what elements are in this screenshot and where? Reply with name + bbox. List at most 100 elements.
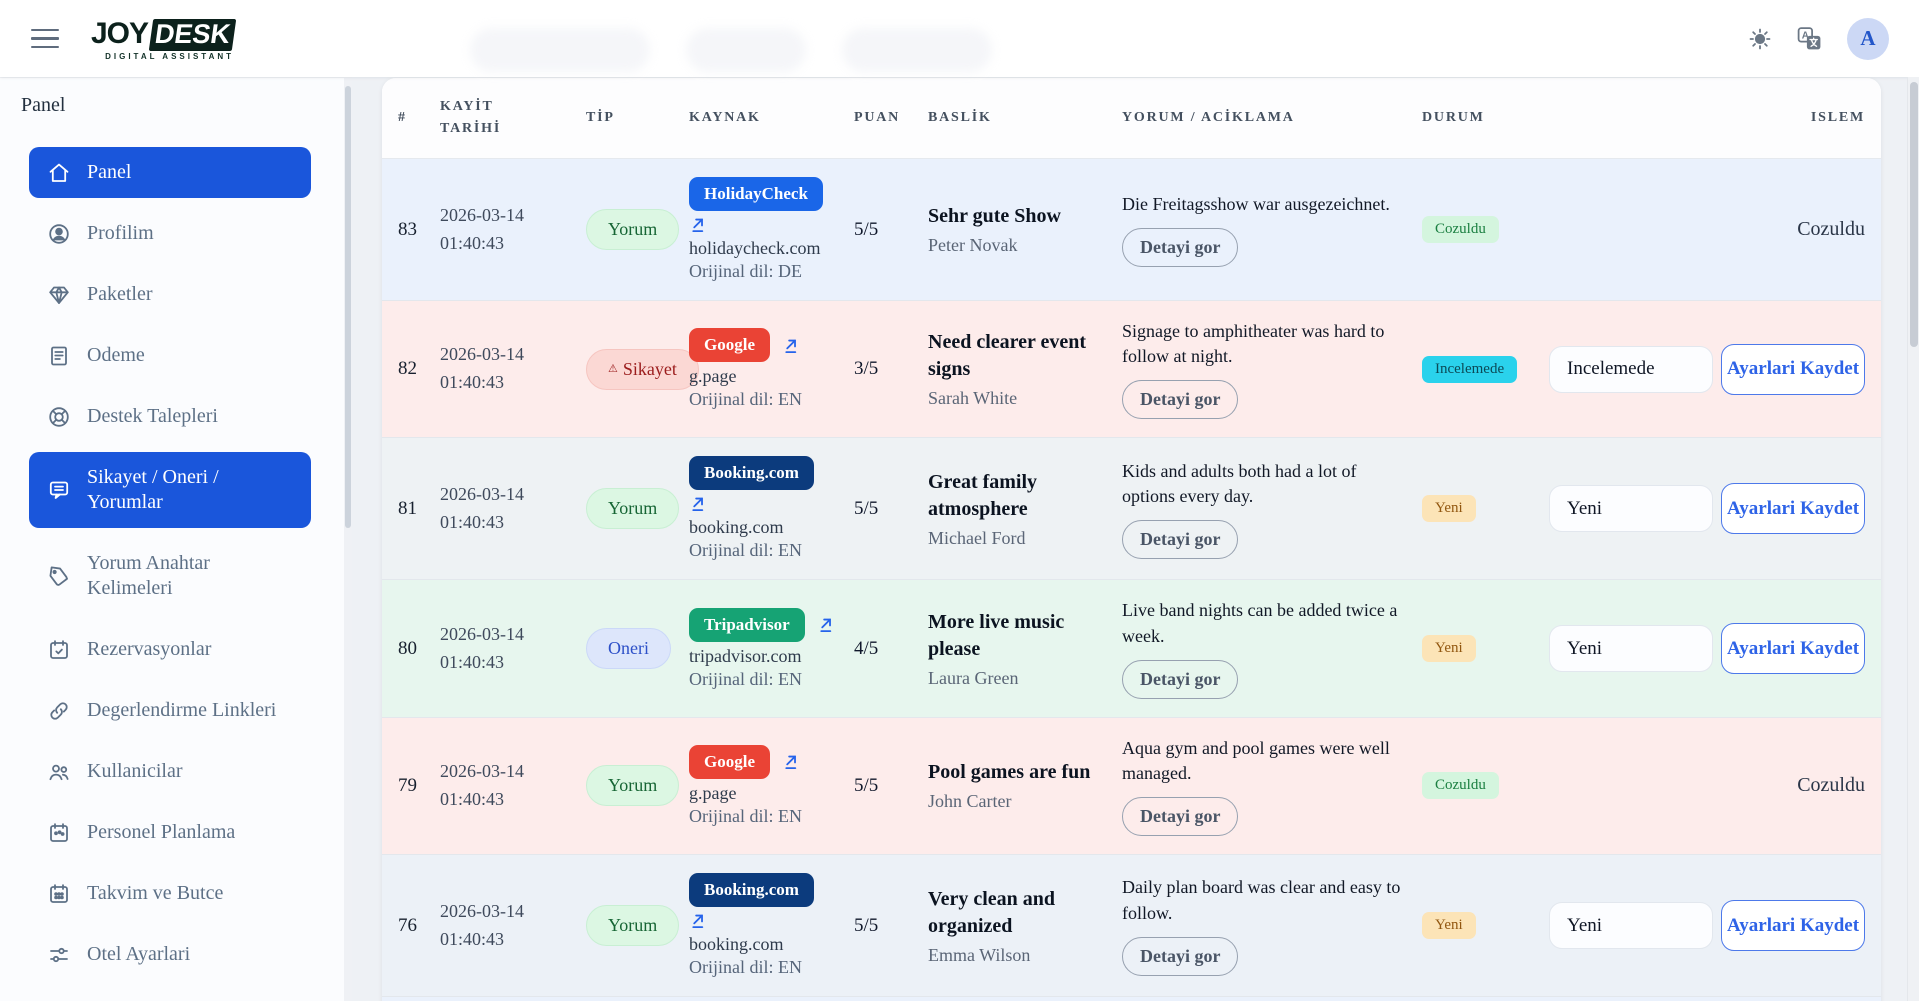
- source-badge: Booking.com: [689, 456, 814, 491]
- calendar-event-icon: [47, 821, 71, 845]
- translate-icon[interactable]: A: [1796, 25, 1823, 52]
- save-settings-button[interactable]: Ayarlari Kaydet: [1721, 623, 1865, 675]
- sidebar-item-otel-ayarlari[interactable]: Otel Ayarlari: [29, 929, 311, 980]
- save-settings-button[interactable]: Ayarlari Kaydet: [1721, 343, 1865, 395]
- type-label: Oneri: [608, 638, 649, 659]
- external-link-icon[interactable]: [817, 615, 836, 634]
- type-label: Yorum: [608, 775, 658, 796]
- status-select[interactable]: Incelemede: [1549, 345, 1713, 393]
- reviews-card: # KAYİT TARİHİ TİP KAYNAK PUAN BASLİK YO…: [382, 78, 1881, 1001]
- row-date: 2026-03-14 01:40:43: [440, 341, 586, 397]
- source-language: Orijinal dil: DE: [689, 261, 802, 281]
- score: 5/5: [854, 774, 879, 796]
- row-date-time: 01:40:43: [440, 232, 505, 253]
- sidebar-item-panel[interactable]: Panel: [29, 147, 311, 198]
- review-author: John Carter: [928, 791, 1012, 812]
- avatar[interactable]: A: [1847, 17, 1889, 60]
- table-row: 79 2026-03-14 01:40:43 Yorum Google g.pa…: [382, 717, 1881, 856]
- review-author: Peter Novak: [928, 235, 1018, 255]
- sidebar-item-degerlendirme-linkleri[interactable]: Degerlendirme Linkleri: [29, 685, 311, 736]
- table-row: 80 2026-03-14 01:40:43 Oneri Tripadvisor…: [382, 580, 1881, 718]
- source-domain: holidaycheck.com: [689, 238, 821, 258]
- status-select[interactable]: Yeni: [1549, 485, 1713, 533]
- action-cell: Incelemede Ayarlari Kaydet: [1543, 343, 1865, 395]
- detail-button[interactable]: Detayi gor: [1122, 228, 1239, 268]
- detail-button[interactable]: Detayi gor: [1122, 936, 1239, 976]
- type-badge: Yorum: [586, 209, 680, 250]
- source-badge: Google: [689, 328, 770, 363]
- external-link-icon[interactable]: [689, 911, 708, 930]
- col-header-id: #: [398, 110, 407, 126]
- page-scrollbar-thumb[interactable]: [1910, 82, 1918, 347]
- status-badge: Yeni: [1422, 635, 1476, 663]
- action-status-text: Cozuldu: [1797, 774, 1865, 797]
- external-link-icon[interactable]: [782, 336, 801, 355]
- detail-button[interactable]: Detayi gor: [1122, 659, 1239, 699]
- sidebar-item-personel-planlama[interactable]: Personel Planlama: [29, 807, 311, 858]
- type-badge: Yorum: [586, 905, 680, 947]
- row-date-time: 01:40:43: [440, 788, 505, 809]
- source-language: Orijinal dil: EN: [689, 389, 802, 410]
- review-author: Sarah White: [928, 388, 1018, 409]
- gem-icon: [47, 283, 71, 307]
- external-link-icon[interactable]: [689, 215, 708, 234]
- source-domain: booking.com: [689, 934, 784, 955]
- status-select[interactable]: Yeni: [1549, 625, 1713, 673]
- sidebar-item-sikayet-oneri-yorumlar[interactable]: Sikayet / Oneri / Yorumlar: [29, 452, 311, 528]
- detail-button[interactable]: Detayi gor: [1122, 380, 1239, 420]
- logo-text-primary: JOY: [91, 16, 149, 50]
- sidebar-item-profilim[interactable]: Profilim: [29, 208, 311, 259]
- row-id: 80: [398, 637, 417, 659]
- status-badge: Cozuldu: [1422, 772, 1499, 800]
- app-logo[interactable]: JOY DESK DIGITAL ASSISTANT: [91, 16, 237, 61]
- sidebar-item-kullanicilar[interactable]: Kullanicilar: [29, 746, 311, 797]
- comment-text: Daily plan board was clear and easy to f…: [1122, 877, 1401, 923]
- save-settings-button[interactable]: Ayarlari Kaydet: [1721, 483, 1865, 535]
- source-domain: tripadvisor.com: [689, 645, 802, 666]
- col-header-status: DURUM: [1422, 110, 1485, 126]
- action-cell: Yeni Ayarlari Kaydet: [1543, 483, 1865, 535]
- source-cell: Booking.com booking.com Orijinal dil: EN: [689, 456, 854, 561]
- sidebar-scrollbar-thumb[interactable]: [345, 86, 351, 528]
- detail-button[interactable]: Detayi gor: [1122, 520, 1239, 560]
- sidebar-item-takvim-ve-butce[interactable]: Takvim ve Butce: [29, 868, 311, 919]
- tag-icon: [47, 564, 71, 588]
- source-badge: Tripadvisor: [689, 607, 805, 642]
- sidebar-item-paketler[interactable]: Paketler: [29, 269, 311, 320]
- type-label: Yorum: [608, 915, 658, 936]
- status-badge: Incelemede: [1422, 355, 1518, 383]
- source-domain: g.page: [689, 782, 737, 803]
- status-badge: Yeni: [1422, 912, 1476, 940]
- type-badge: Yorum: [586, 765, 680, 807]
- review-title: More live music please: [928, 610, 1065, 660]
- table-body: 83 2026-03-14 01:40:43 Yorum HolidayChec…: [382, 159, 1881, 1001]
- review-author: Michael Ford: [928, 527, 1026, 548]
- score: 5/5: [854, 218, 879, 240]
- external-link-icon[interactable]: [782, 752, 801, 771]
- col-header-source: KAYNAK: [689, 110, 761, 126]
- sidebar: Panel Panel Profilim Paketler Odeme Dest…: [0, 77, 352, 1001]
- status-select[interactable]: Yeni: [1549, 902, 1713, 950]
- detail-button[interactable]: Detayi gor: [1122, 797, 1239, 837]
- external-link-icon[interactable]: [689, 494, 708, 513]
- source-badge: HolidayCheck: [689, 177, 823, 211]
- sidebar-item-rezervasyonlar[interactable]: Rezervasyonlar: [29, 624, 311, 675]
- source-domain: g.page: [689, 366, 737, 387]
- action-cell: Cozuldu: [1543, 774, 1865, 797]
- table-row: 76 2026-03-14 01:40:43 Yorum Booking.com…: [382, 855, 1881, 998]
- review-title: Need clearer event signs: [928, 331, 1087, 381]
- score: 3/5: [854, 358, 879, 380]
- sidebar-item-destek-talepleri[interactable]: Destek Talepleri: [29, 391, 311, 442]
- sidebar-item-yorum-anahtar-kelimeleri[interactable]: Yorum Anahtar Kelimeleri: [29, 538, 311, 614]
- row-date: 2026-03-14 01:40:43: [440, 202, 586, 258]
- sidebar-item-odeme[interactable]: Odeme: [29, 330, 311, 381]
- save-settings-button[interactable]: Ayarlari Kaydet: [1721, 900, 1865, 952]
- theme-toggle-sun-icon[interactable]: [1748, 27, 1772, 51]
- menu-icon[interactable]: [31, 24, 65, 54]
- type-badge: Yorum: [586, 488, 680, 530]
- logo-wordmark: JOY DESK: [91, 16, 237, 51]
- table-header: # KAYİT TARİHİ TİP KAYNAK PUAN BASLİK YO…: [382, 78, 1881, 159]
- receipt-icon: [47, 344, 71, 368]
- score: 5/5: [854, 914, 879, 936]
- review-title: Pool games are fun: [928, 761, 1091, 784]
